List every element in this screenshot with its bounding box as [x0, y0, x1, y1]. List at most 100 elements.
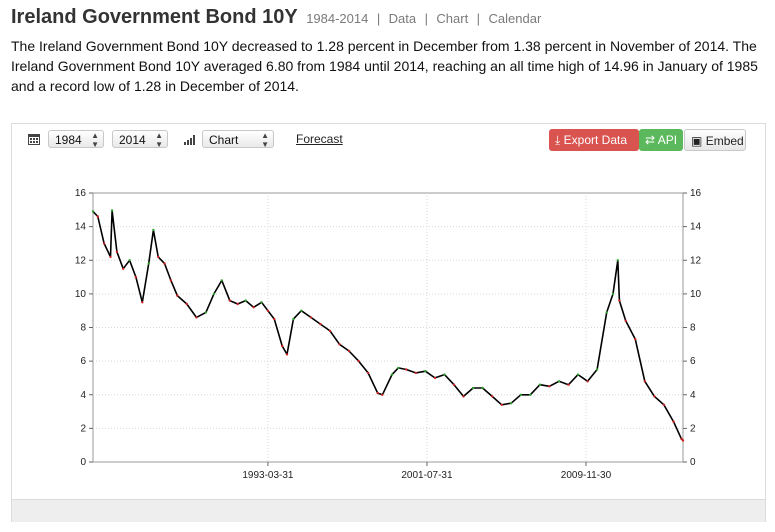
data-point: [110, 209, 114, 212]
chart-footer-bar: [12, 499, 765, 522]
calendar-link[interactable]: Calendar: [488, 11, 542, 26]
y-tick-label-left: 16: [75, 188, 87, 199]
embed-label: Embed: [705, 134, 744, 148]
data-point: [462, 395, 465, 398]
select-arrows-icon: ▲ ▼: [261, 131, 269, 149]
data-point: [228, 299, 231, 302]
data-point: [557, 380, 561, 383]
data-point: [328, 329, 332, 333]
separator: |: [376, 11, 381, 26]
end-year-select[interactable]: 2014 ▲ ▼: [112, 130, 168, 149]
data-point: [433, 376, 437, 380]
data-point: [397, 366, 400, 370]
y-tick-label-right: 16: [690, 188, 702, 199]
chart-panel: 1984 ▲ ▼ 2014 ▲ ▼ Chart ▲ ▼ Forecast ⤓ Expo…: [11, 123, 766, 522]
data-point: [319, 322, 322, 326]
data-point: [102, 242, 106, 245]
data-point: [548, 385, 551, 388]
api-button[interactable]: ⇄ API: [639, 129, 683, 151]
data-point: [338, 343, 341, 346]
page-title: Ireland Government Bond 10Y: [11, 6, 298, 28]
y-tick-label-left: 6: [80, 356, 86, 367]
data-point: [185, 302, 188, 306]
image-icon: ▣: [691, 134, 703, 148]
series-line: [92, 209, 684, 442]
forecast-link[interactable]: Forecast: [296, 132, 343, 146]
api-label: API: [657, 133, 678, 147]
data-point: [452, 383, 456, 386]
data-point: [376, 391, 379, 395]
data-point: [309, 316, 313, 319]
data-point: [381, 393, 384, 396]
data-point: [605, 311, 608, 314]
data-point: [220, 279, 223, 282]
chart-link[interactable]: Chart: [436, 11, 469, 26]
data-point: [244, 299, 247, 302]
y-tick-label-left: 14: [75, 222, 87, 233]
chart-type-select[interactable]: Chart ▲ ▼: [202, 130, 274, 149]
data-point: [347, 349, 351, 353]
y-tick-label-left: 10: [75, 289, 87, 300]
data-point: [96, 215, 100, 218]
page-header: Ireland Government Bond 10Y 1984-2014 | …: [11, 6, 541, 29]
y-tick-label-right: 10: [690, 289, 702, 300]
start-year-select[interactable]: 1984 ▲ ▼: [48, 130, 104, 149]
data-point: [292, 317, 295, 321]
bond-yield-chart: 0 0 2 2 4 4 6 6 8 8 10 10 12 12 14 14 16 16 1993-03-31 2001…: [75, 188, 702, 481]
y-tick-label-left: 0: [80, 457, 86, 468]
data-point: [260, 301, 263, 304]
data-point: [634, 338, 637, 341]
y-tick-label-right: 14: [690, 222, 702, 233]
data-point: [115, 250, 119, 253]
data-point: [595, 368, 599, 371]
data-point: [236, 302, 239, 306]
bar-chart-icon: [184, 135, 195, 145]
description-text: The Ireland Government Bond 10Y decrease…: [11, 38, 758, 94]
data-point: [300, 309, 303, 312]
y-tick-label-right: 0: [690, 457, 696, 468]
data-point: [357, 359, 360, 363]
data-point: [491, 395, 494, 398]
y-tick-label-left: 12: [75, 255, 87, 266]
separator: |: [424, 11, 428, 26]
data-point: [681, 439, 685, 442]
chart-type-value: Chart: [209, 133, 239, 147]
data-point: [616, 259, 619, 262]
y-tick-label-right: 8: [690, 323, 696, 334]
data-point: [672, 420, 675, 423]
data-point: [212, 292, 216, 296]
data-point: [134, 275, 138, 279]
data-point: [653, 395, 656, 398]
data-link[interactable]: Data: [388, 11, 417, 26]
end-year-value: 2014: [119, 133, 146, 147]
data-point: [424, 370, 427, 373]
data-point: [176, 294, 179, 297]
data-point: [147, 262, 150, 265]
data-point: [538, 383, 542, 386]
embed-button[interactable]: ▣ Embed: [684, 129, 746, 151]
separator: |: [476, 11, 481, 26]
data-point: [157, 255, 160, 259]
data-point: [163, 262, 166, 265]
export-data-label: Export Data: [563, 133, 628, 147]
data-point: [443, 373, 446, 376]
data-point: [252, 306, 255, 309]
data-point: [576, 373, 580, 376]
data-point: [471, 386, 475, 390]
date-range: 1984-2014: [306, 11, 369, 26]
data-point: [586, 380, 589, 383]
data-point: [529, 393, 532, 396]
y-tick-label-left: 2: [80, 423, 86, 434]
x-tick-label: 2009-11-30: [561, 470, 612, 481]
data-point: [204, 311, 208, 314]
data-point: [414, 371, 417, 375]
export-data-button[interactable]: ⤓ Export Data: [549, 129, 639, 151]
y-tick-label-left: 4: [80, 390, 86, 401]
data-point: [122, 267, 125, 270]
data-point: [500, 403, 503, 406]
calendar-icon: [28, 134, 40, 145]
y-tick-label-right: 4: [690, 390, 696, 401]
data-point: [152, 228, 155, 232]
y-tick-label-right: 6: [690, 356, 696, 367]
data-point: [618, 299, 621, 302]
